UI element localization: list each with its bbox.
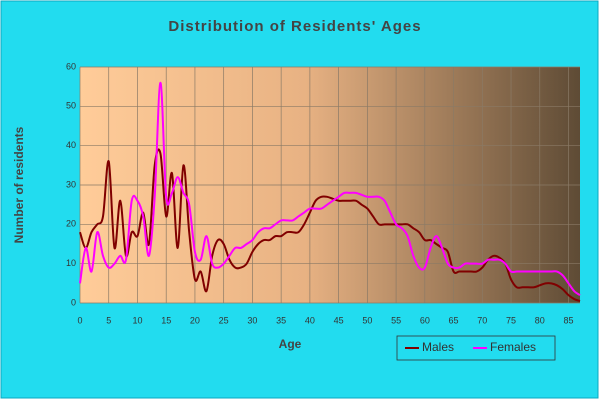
x-tick-label: 0 xyxy=(77,315,82,325)
x-tick-label: 40 xyxy=(305,315,315,325)
data-line xyxy=(79,148,581,302)
x-tick-label: 65 xyxy=(449,315,459,325)
y-tick-label: 60 xyxy=(66,61,76,71)
x-tick-label: 75 xyxy=(506,315,516,325)
y-tick-label: 20 xyxy=(66,219,76,229)
y-tick-label: 50 xyxy=(66,101,76,111)
legend-label: Males xyxy=(422,340,454,354)
x-tick-label: 30 xyxy=(247,315,257,325)
y-tick-label: 30 xyxy=(66,179,76,189)
y-tick-label: 0 xyxy=(71,297,76,307)
x-tick-label: 15 xyxy=(161,315,171,325)
x-tick-label: 10 xyxy=(132,315,142,325)
chart-title: Distribution of Residents' Ages xyxy=(168,18,421,35)
x-tick-label: 45 xyxy=(334,315,344,325)
y-tick-label: 40 xyxy=(66,140,76,150)
x-tick-label: 20 xyxy=(190,315,200,325)
y-tick-label: 10 xyxy=(66,258,76,268)
x-axis-title: Age xyxy=(279,337,302,351)
x-tick-label: 5 xyxy=(106,315,111,325)
x-tick-label: 35 xyxy=(276,315,286,325)
x-tick-label: 50 xyxy=(362,315,372,325)
legend-label: Females xyxy=(490,340,536,354)
x-tick-label: 55 xyxy=(391,315,401,325)
x-tick-label: 60 xyxy=(420,315,430,325)
x-tick-label: 85 xyxy=(563,315,573,325)
x-tick-label: 80 xyxy=(535,315,545,325)
data-line xyxy=(79,81,581,296)
y-axis-title: Number of residents xyxy=(12,126,26,243)
x-tick-label: 70 xyxy=(477,315,487,325)
x-tick-label: 25 xyxy=(219,315,229,325)
